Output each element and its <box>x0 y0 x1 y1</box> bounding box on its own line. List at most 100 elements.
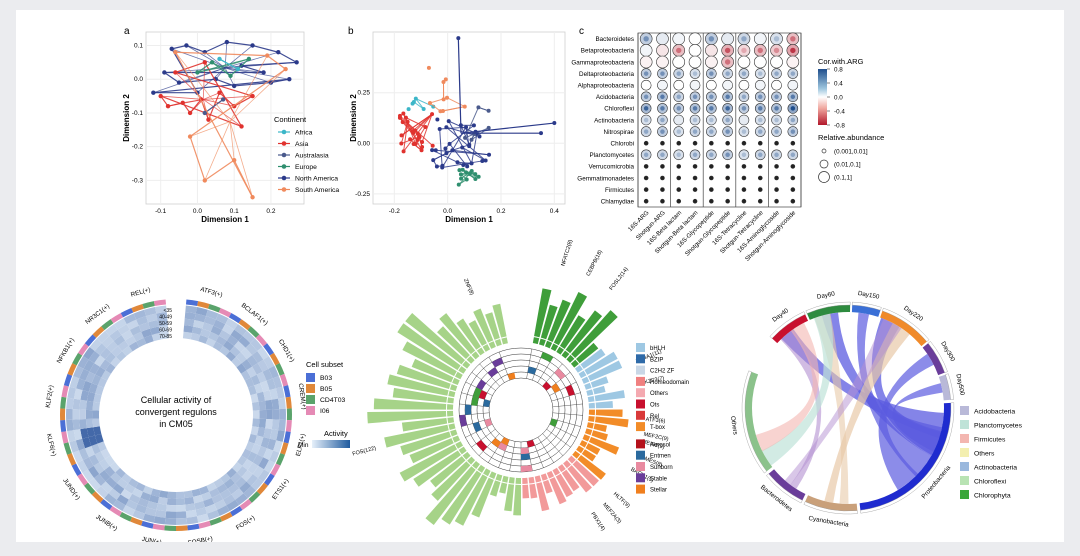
panel-c-letter: c <box>579 26 584 37</box>
panel-e-group-ring-cell <box>452 435 461 443</box>
panel-d-activity-cell <box>216 483 228 494</box>
panel-d-activity-cell <box>271 398 280 410</box>
panel-c-abundance-circle <box>741 198 747 204</box>
panel-d-activity-cell <box>231 461 243 473</box>
panel-d-activity-cell <box>183 325 194 333</box>
panel-e-grid-spoke <box>549 423 577 438</box>
panel-e-bar-label: CEBPB(18) <box>586 249 604 277</box>
panel-d-subset-cell <box>275 363 285 376</box>
panel-d-activity-cell <box>246 366 257 378</box>
panel-c-correlation-dot <box>724 59 731 65</box>
panel-d-activity-cell <box>96 486 109 499</box>
panel-e-grid-spoke <box>552 412 583 416</box>
panel-d-activity-cell <box>225 318 238 330</box>
panel-c-row-label: Planctomycetes <box>590 152 634 159</box>
panel-a-point <box>265 53 270 58</box>
panel-e-bar <box>591 430 608 441</box>
panel-d-activity-cell <box>75 438 86 451</box>
panel-d-activity-cell <box>111 346 123 357</box>
panel-c-correlation-dot <box>708 36 715 42</box>
panel-b-point <box>473 172 478 177</box>
panel-d-legend: Cell subset B03 B05 CD4T03 I06 Activity Min <box>298 360 350 449</box>
panel-d-activity-cell <box>246 355 258 367</box>
panel-e-group-ring-cell <box>579 440 588 448</box>
panel-d-activity-cell <box>167 491 176 499</box>
panel-d-activity-cell <box>242 458 253 470</box>
panel-a-spoke <box>153 67 226 94</box>
panel-d-subset-cell <box>283 385 291 398</box>
panel-a-link <box>252 44 279 53</box>
panel-a-point <box>202 110 207 116</box>
panel-d-activity-cell <box>133 331 144 342</box>
panel-a-xtick-label: -0.1 <box>155 208 167 215</box>
panel-c-abundance-circle <box>643 164 649 169</box>
panel-b-point <box>443 77 448 82</box>
panel-d-subset-cell <box>120 307 134 318</box>
panel-a-link <box>189 136 206 181</box>
panel-c-abundance-circle <box>660 175 665 181</box>
panel-c-row-label: Deltaproteobacteria <box>579 71 634 78</box>
panel-e-group-ring-cell <box>538 338 546 346</box>
panel-d-activity-cell <box>246 473 258 487</box>
panel-f-chord <box>824 323 910 503</box>
panel-a-link <box>160 95 242 127</box>
panel-a-point <box>209 60 215 65</box>
panel-c-correlation-dot <box>660 129 665 134</box>
panel-d-activity-cell <box>99 469 111 482</box>
panel-d-activity-cell <box>239 481 252 494</box>
panel-f-sector-label: Day300 <box>939 340 956 363</box>
panel-b-point <box>427 101 432 106</box>
panel-d-activity-cell <box>157 496 168 505</box>
panel-e-bar <box>454 474 488 526</box>
panel-d-activity-cell <box>226 499 240 512</box>
panel-d-activity-cell <box>117 478 129 489</box>
panel-c-abundance-label: (0.01,0.1] <box>834 161 861 168</box>
panel-e-group-ring-cell <box>488 341 496 349</box>
panel-c-abundance-circle <box>640 79 652 91</box>
panel-a-spoke <box>204 121 231 181</box>
panel-d-activity-cell <box>69 440 79 453</box>
panel-c-abundance-circle <box>660 140 665 146</box>
panel-e-bar <box>409 438 454 464</box>
panel-d-regulon-label: CHD1(+) <box>277 338 296 363</box>
panel-b-point <box>462 104 467 109</box>
panel-e-bar <box>396 364 451 390</box>
panel-d-activity-cell <box>252 418 260 428</box>
panel-a-link <box>211 61 231 77</box>
panel-d-subset-cell <box>153 299 167 307</box>
panel-c-abundance-circle <box>790 187 796 192</box>
panel-b-point <box>469 137 474 142</box>
panel-a-legend-label: Asia <box>295 141 308 148</box>
panel-d-activity-cell <box>202 322 214 332</box>
panel-d-activity-cell <box>199 485 210 495</box>
panel-e-group-ring-cell <box>581 376 590 384</box>
panel-e-group-ring-cell <box>482 344 491 352</box>
panel-d-activity-cell <box>203 316 216 326</box>
panel-d-activity-cell <box>245 343 258 356</box>
panel-a-link <box>197 58 250 74</box>
panel-c-abundance-circle <box>787 79 799 91</box>
panel-a-point <box>162 70 167 75</box>
panel-c-correlation-dot <box>790 71 796 76</box>
panel-d-activity-cell <box>269 429 279 441</box>
panel-d-activity-cell <box>128 493 141 504</box>
panel-d-activity-cell <box>129 325 142 336</box>
panel-c-correlation-dot <box>741 71 747 76</box>
panel-f-legend-label: Chlorophyta <box>974 493 1011 500</box>
panel-d-activity-cell <box>256 391 266 402</box>
panel-b-point <box>487 152 492 157</box>
panel-d-subset-label: I06 <box>320 408 330 415</box>
panel-d-subset-cell <box>263 343 274 356</box>
panel-b-point <box>468 171 473 176</box>
panel-d-activity-cell <box>108 488 121 500</box>
panel-b-point <box>467 142 472 147</box>
panel-b-point <box>480 158 485 163</box>
panel-d-activity-cell <box>125 499 138 510</box>
panel-e-group-ring-cell <box>540 473 548 481</box>
panel-d-activity-cell <box>125 335 137 346</box>
panel-d-activity-cell <box>86 427 95 438</box>
panel-d-activity-cell <box>259 409 267 420</box>
panel-b-point <box>440 165 445 170</box>
panel-a-point <box>287 77 292 82</box>
panel-c-abundance-circle <box>672 32 686 46</box>
